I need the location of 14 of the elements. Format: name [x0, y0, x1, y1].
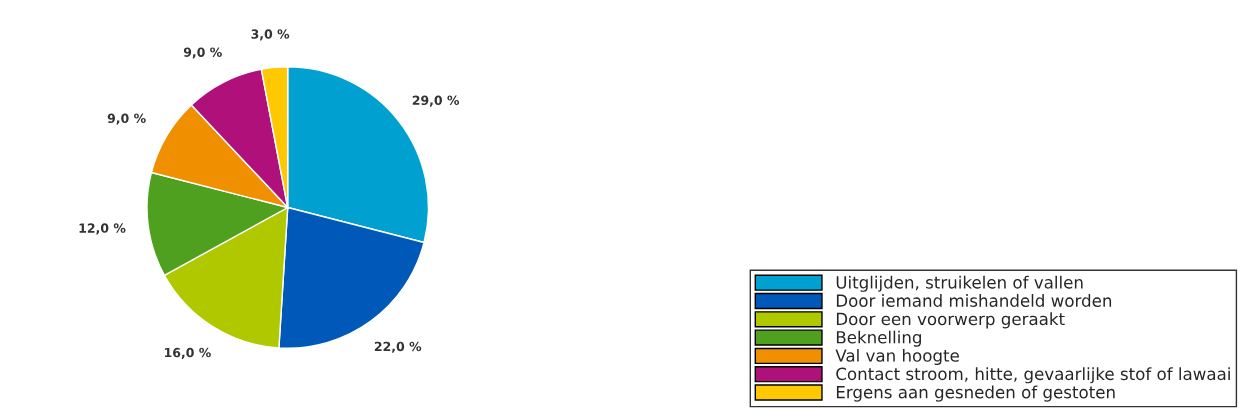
data-label: 3,0 %	[251, 29, 290, 41]
legend-label: Ergens aan gesneden of gestoten	[836, 385, 1115, 402]
legend-label: Door iemand mishandeld worden	[836, 294, 1112, 307]
data-label: 16,0 %	[164, 347, 211, 359]
legend-label: Contact stroom, hitte, gevaarlijke stof of lawaai	[836, 367, 1230, 384]
data-label: 29,0 %	[412, 95, 460, 107]
data-label: 12,0 %	[79, 223, 126, 235]
data-label: 9,0 %	[107, 113, 146, 125]
legend-label: Beknelling	[836, 330, 921, 347]
data-label: 22,0 %	[374, 341, 422, 353]
legend-label: Val van hoogte	[835, 348, 959, 366]
legend-label: Uitglijden, struikelen of vallen	[836, 275, 1083, 292]
legend-label: Door een voorwerp geraakt	[836, 312, 1065, 329]
data-label: 9,0 %	[183, 47, 222, 59]
